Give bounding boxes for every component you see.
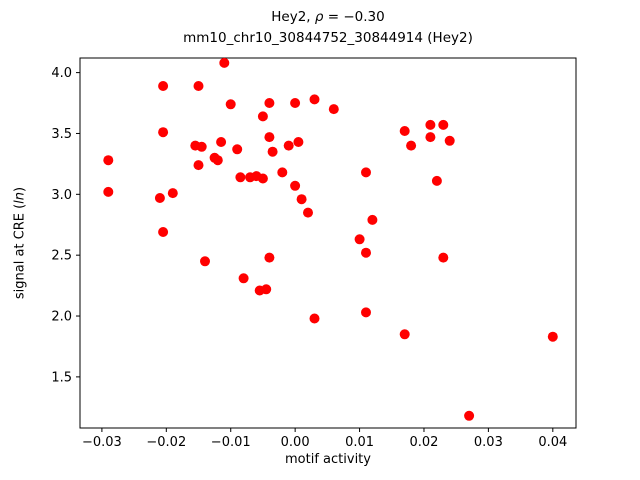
scatter-point	[328, 104, 339, 115]
scatter-point	[232, 144, 243, 155]
scatter-point	[444, 135, 455, 146]
title-suffix: = −0.30	[323, 9, 385, 25]
scatter-point	[293, 137, 304, 147]
y-tick-label: 1.5	[51, 370, 72, 385]
scatter-point	[464, 410, 475, 421]
y-tick-label: 3.5	[51, 127, 72, 142]
scatter-point	[225, 99, 236, 110]
scatter-point	[158, 227, 169, 237]
scatter-point	[267, 146, 278, 157]
scatter-point	[431, 175, 442, 186]
scatter-point	[154, 193, 165, 203]
scatter-point	[158, 127, 169, 138]
plot-title-line2: mm10_chr10_30844752_30844914 (Hey2)	[183, 30, 473, 46]
scatter-point	[406, 140, 417, 151]
scatter-point	[547, 331, 558, 342]
scatter-point	[167, 188, 178, 199]
y-tick-label: 2.5	[51, 249, 72, 264]
x-tick-label: 0.03	[474, 435, 503, 450]
scatter-point	[354, 234, 365, 245]
x-tick-label: 0.02	[410, 435, 439, 450]
scatter-point	[219, 57, 230, 68]
scatter-point	[438, 252, 449, 263]
scatter-point	[257, 111, 268, 122]
scatter-point	[309, 313, 320, 324]
y-tick-label: 2.0	[51, 310, 72, 325]
scatter-point	[264, 252, 275, 263]
scatter-point	[196, 141, 207, 152]
scatter-point	[193, 81, 204, 91]
scatter-point	[261, 284, 272, 295]
scatter-point	[103, 155, 114, 166]
scatter-point	[235, 172, 246, 183]
scatter-point	[158, 81, 169, 91]
scatter-point	[290, 98, 301, 108]
scatter-point	[361, 307, 371, 318]
scatter-point	[277, 167, 288, 178]
scatter-point	[296, 194, 307, 205]
scatter-point	[361, 247, 371, 258]
scatter-point	[399, 329, 410, 340]
scatter-point	[425, 119, 436, 130]
x-tick-label: −0.01	[211, 435, 251, 450]
title-prefix: Hey2,	[271, 9, 315, 25]
scatter-point	[290, 180, 301, 191]
y-tick-label: 3.0	[51, 188, 72, 203]
scatter-point	[399, 126, 410, 136]
scatter-point	[303, 207, 313, 218]
scatter-point	[212, 155, 223, 166]
plot-title: Hey2, ρ = −0.30 mm10_chr10_30844752_3084…	[80, 7, 576, 49]
scatter-point	[200, 256, 210, 267]
scatter-point	[283, 140, 294, 151]
x-tick-label: 0.00	[281, 435, 310, 450]
scatter-point	[257, 173, 268, 184]
y-tick-label: 4.0	[51, 66, 72, 81]
x-tick-label: −0.02	[146, 435, 186, 450]
x-tick-label: 0.04	[538, 435, 567, 450]
x-axis-label: motif activity	[285, 452, 371, 467]
x-tick-label: 0.01	[345, 435, 374, 450]
title-rho-symbol: ρ	[314, 9, 324, 25]
scatter-point	[367, 214, 378, 225]
plot-title-line1: Hey2, ρ = −0.30	[80, 7, 576, 28]
scatter-point	[264, 98, 275, 108]
scatter-point	[438, 119, 449, 130]
plot-frame	[79, 57, 577, 429]
scatter-point	[216, 137, 227, 147]
scatter-point	[193, 160, 204, 171]
scatter-point	[264, 132, 275, 143]
scatter-point	[103, 186, 114, 197]
x-tick-label: −0.03	[82, 435, 122, 450]
scatter-point	[361, 167, 371, 178]
scatter-point	[238, 273, 249, 284]
scatter-point	[425, 132, 436, 143]
scatter-point	[309, 94, 320, 105]
